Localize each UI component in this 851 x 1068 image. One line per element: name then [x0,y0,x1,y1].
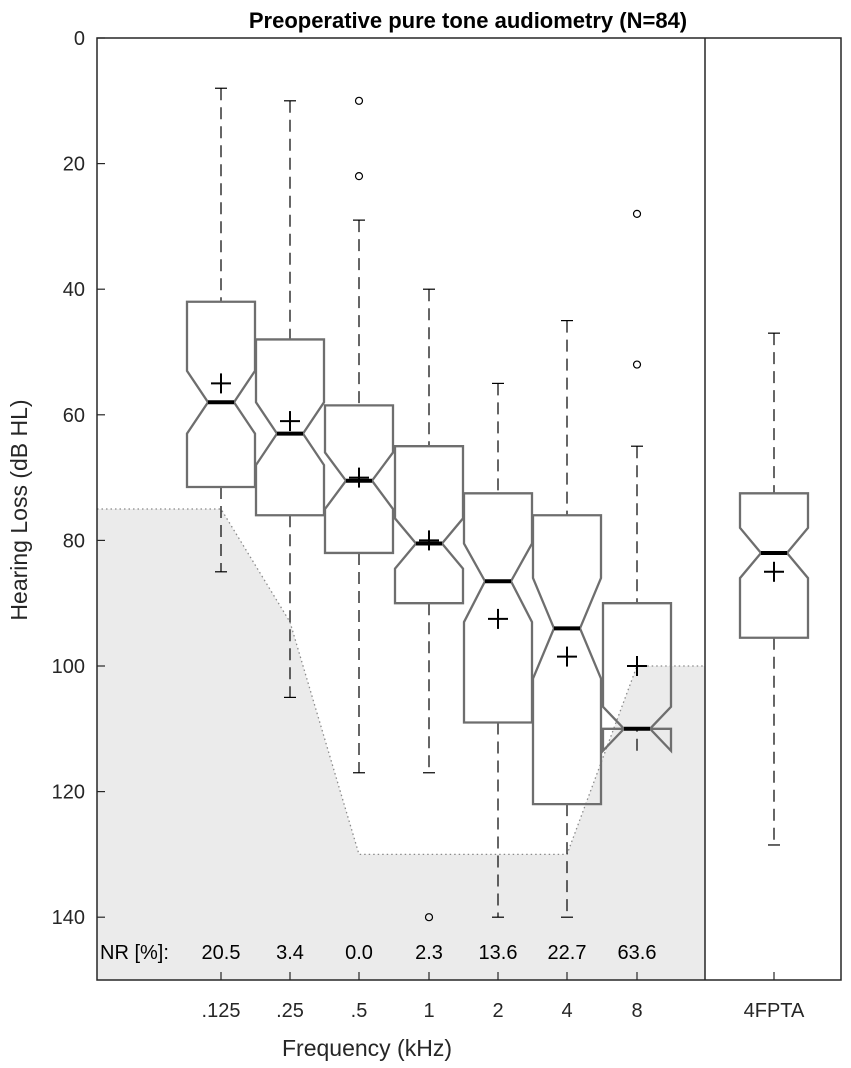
x-tick-label: .5 [351,1000,368,1022]
y-tick-label: 100 [52,656,85,678]
y-tick-label: 40 [63,279,85,301]
shade-polygon [97,509,705,980]
box-outline [601,602,673,754]
non-response-region [97,508,705,980]
x-tick-label: 1 [423,1000,434,1022]
boxes-layer [185,87,810,922]
x-tick-label: .25 [276,1000,304,1022]
box-outline [531,514,603,806]
chart-title: Preoperative pure tone audiometry (N=84) [249,8,687,33]
box-outline [323,404,395,555]
plot-frame [96,37,842,981]
outlier-point [632,360,642,369]
nr-value: 3.4 [276,942,304,964]
x-tick-label: 4 [561,1000,572,1022]
nr-value: 63.6 [618,942,657,964]
nr-label: NR [%]: [100,942,169,964]
outlier-point [632,209,642,218]
x-tick-label: 2 [492,1000,503,1022]
x-tick-label: 4FPTA [744,1000,805,1022]
y-tick-label: 80 [63,530,85,552]
nr-value: 22.7 [548,942,587,964]
y-tick-label: 140 [52,907,85,929]
box-7 [601,209,673,754]
y-tick-label: 20 [63,154,85,176]
axes-frame [96,37,842,981]
nr-value: 20.5 [202,942,241,964]
nr-value: 0.0 [345,942,373,964]
nr-value: 2.3 [415,942,443,964]
y-tick-label: 60 [63,405,85,427]
x-tick-label: .125 [202,1000,241,1022]
x-axis-label: Frequency (kHz) [282,1035,452,1061]
box-8 [738,332,810,846]
y-tick-label: 120 [52,782,85,804]
outlier-point [424,913,434,922]
ticks-layer: 0 20 40 60 80 100 120 140 .125 .25 .5 1 2 4 8 4FPTA 20.5… [52,28,805,1022]
y-tick-label: 0 [74,28,85,50]
outlier-point [354,96,364,105]
y-axis-label: Hearing Loss (dB HL) [6,399,32,620]
box-6 [531,320,603,918]
x-tick-label: 8 [631,1000,642,1022]
box-3 [323,96,395,774]
outlier-point [354,172,364,181]
nr-value: 13.6 [479,942,518,964]
box-outline [738,492,810,639]
